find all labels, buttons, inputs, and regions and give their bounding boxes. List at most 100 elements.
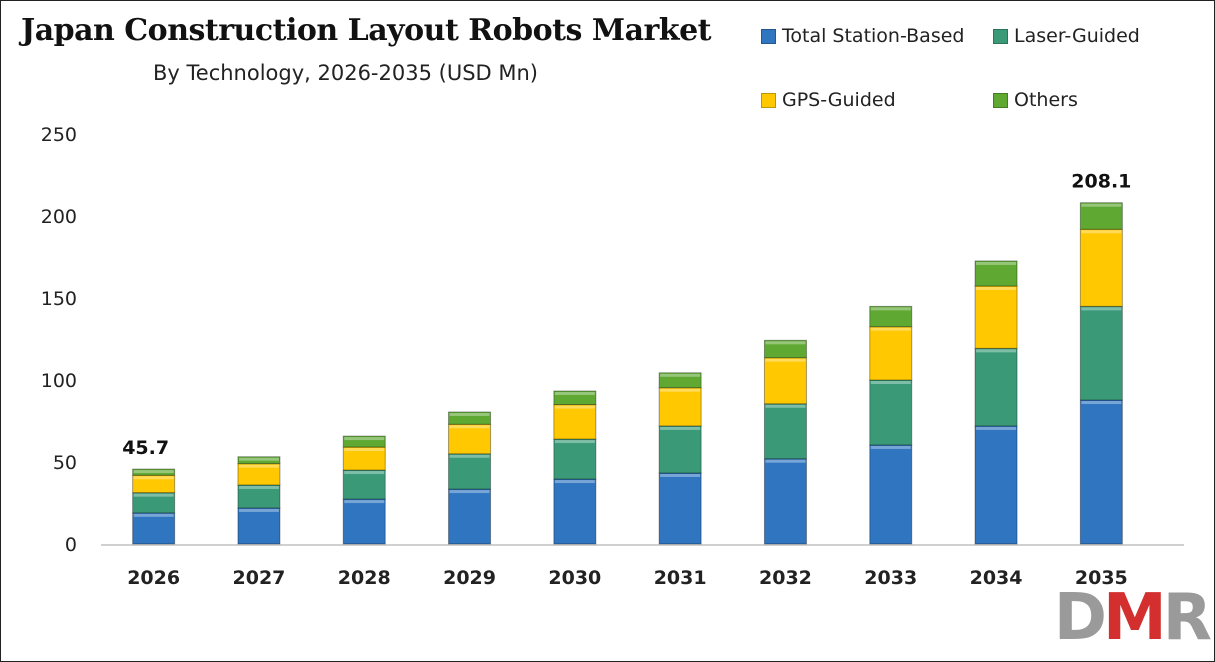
bar-bevel <box>449 454 490 458</box>
bar-bevel <box>765 358 806 362</box>
bar-bevel <box>238 457 279 461</box>
legend-label: Laser-Guided <box>1014 25 1140 47</box>
bar-bevel <box>238 485 279 489</box>
bar-segment-laser-guided <box>342 469 386 500</box>
bar-bevel <box>976 261 1017 265</box>
bar-segment-laser-guided <box>763 403 807 460</box>
bar-bevel <box>660 473 701 477</box>
bar-bevel <box>870 381 911 384</box>
x-tick-label: 2030 <box>548 567 601 589</box>
bar-segment-others <box>658 372 702 389</box>
bar-segment-others <box>1079 202 1123 230</box>
bar-segment-others <box>132 468 176 476</box>
bar-bevel <box>133 493 174 497</box>
bar-bevel <box>344 471 385 475</box>
x-tick-label: 2027 <box>233 567 286 589</box>
bar-segment-laser-guided <box>448 453 492 490</box>
bar-segment-laser-guided <box>1079 305 1123 401</box>
bar-bevel <box>238 464 279 468</box>
bar-segment-gps-guided <box>763 357 807 405</box>
bar-bevel <box>660 426 701 430</box>
legend-swatch <box>761 28 776 44</box>
bar-segment-laser-guided <box>974 347 1018 427</box>
bar-segment-gps-guided <box>1079 228 1123 307</box>
bar-segment-others <box>869 305 913 328</box>
bar-bevel <box>1081 307 1122 311</box>
bar-bevel <box>449 412 490 416</box>
x-tick-label: 2034 <box>970 567 1023 589</box>
bar-bevel <box>1081 203 1122 207</box>
x-tick-label: 2032 <box>759 567 812 589</box>
bar-bevel <box>765 459 806 463</box>
bar-bevel <box>765 404 806 408</box>
bar-segment-others <box>448 411 492 425</box>
bar-bevel <box>344 500 385 504</box>
bar-bevel <box>976 287 1017 291</box>
x-tick-label: 2035 <box>1075 567 1128 589</box>
bar-segment-total-station-based <box>342 498 386 545</box>
bar-bevel <box>344 448 385 452</box>
x-tick-label: 2028 <box>338 567 391 589</box>
bar-segment-total-station-based <box>132 512 176 545</box>
y-tick-label: 100 <box>41 370 77 392</box>
data-label: 208.1 <box>1071 171 1131 193</box>
x-tick-label: 2029 <box>443 567 496 589</box>
bar-segment-gps-guided <box>869 326 913 381</box>
bar-bevel <box>133 470 174 474</box>
bar-bevel <box>554 480 595 484</box>
bar-segment-total-station-based <box>1079 399 1123 545</box>
bar-bevel <box>1081 230 1122 234</box>
chart-subtitle: By Technology, 2026-2035 (USD Mn) <box>153 61 538 85</box>
bar-segment-others <box>763 339 807 359</box>
bar-bevel <box>133 513 174 517</box>
bar-segment-laser-guided <box>658 425 702 474</box>
bar-segment-gps-guided <box>448 423 492 455</box>
bar-bevel <box>976 349 1017 353</box>
bar-segment-total-station-based <box>553 478 597 545</box>
legend-item-gps-guided: GPS-Guided <box>761 89 896 111</box>
bar-bevel <box>660 388 701 392</box>
bar-segment-total-station-based <box>448 488 492 545</box>
y-tick-label: 0 <box>65 534 77 556</box>
bar-bevel <box>765 341 806 345</box>
bar-bevel <box>554 391 595 395</box>
bar-segment-total-station-based <box>237 507 281 545</box>
x-tick-label: 2026 <box>127 567 180 589</box>
bar-bevel <box>660 373 701 377</box>
data-label: 45.7 <box>122 437 169 459</box>
bar-bevel <box>1081 401 1122 405</box>
legend-label: GPS-Guided <box>782 89 896 111</box>
bar-bevel <box>554 405 595 409</box>
bar-bevel <box>238 508 279 512</box>
bar-segment-others <box>553 390 597 406</box>
x-tick-label: 2033 <box>864 567 917 589</box>
bar-bevel <box>870 327 911 331</box>
bar-bevel <box>976 426 1017 430</box>
legend-swatch <box>993 92 1008 108</box>
legend-item-laser-guided: Laser-Guided <box>993 25 1140 47</box>
legend-item-others: Others <box>993 89 1078 111</box>
bar-segment-gps-guided <box>974 285 1018 349</box>
bar-segment-total-station-based <box>658 472 702 545</box>
bar-segment-gps-guided <box>553 404 597 440</box>
legend-item-total-station: Total Station-Based <box>761 25 964 47</box>
bar-bevel <box>449 490 490 494</box>
bar-segment-laser-guided <box>553 438 597 480</box>
chart-title: Japan Construction Layout Robots Market <box>21 13 712 48</box>
bar-bevel <box>870 307 911 311</box>
dmr-logo: DMR <box>1053 581 1212 655</box>
bar-segment-total-station-based <box>763 458 807 545</box>
y-tick-label: 200 <box>41 206 77 228</box>
y-tick-label: 50 <box>53 452 77 474</box>
bar-segment-total-station-based <box>974 425 1018 545</box>
y-tick-label: 150 <box>41 288 77 310</box>
bar-bevel <box>133 476 174 480</box>
bar-segment-others <box>974 260 1018 287</box>
bar-segment-others <box>342 435 386 448</box>
bar-segment-others <box>237 456 281 465</box>
legend-swatch <box>993 28 1008 44</box>
bar-bevel <box>344 437 385 441</box>
bar-bevel <box>870 445 911 449</box>
